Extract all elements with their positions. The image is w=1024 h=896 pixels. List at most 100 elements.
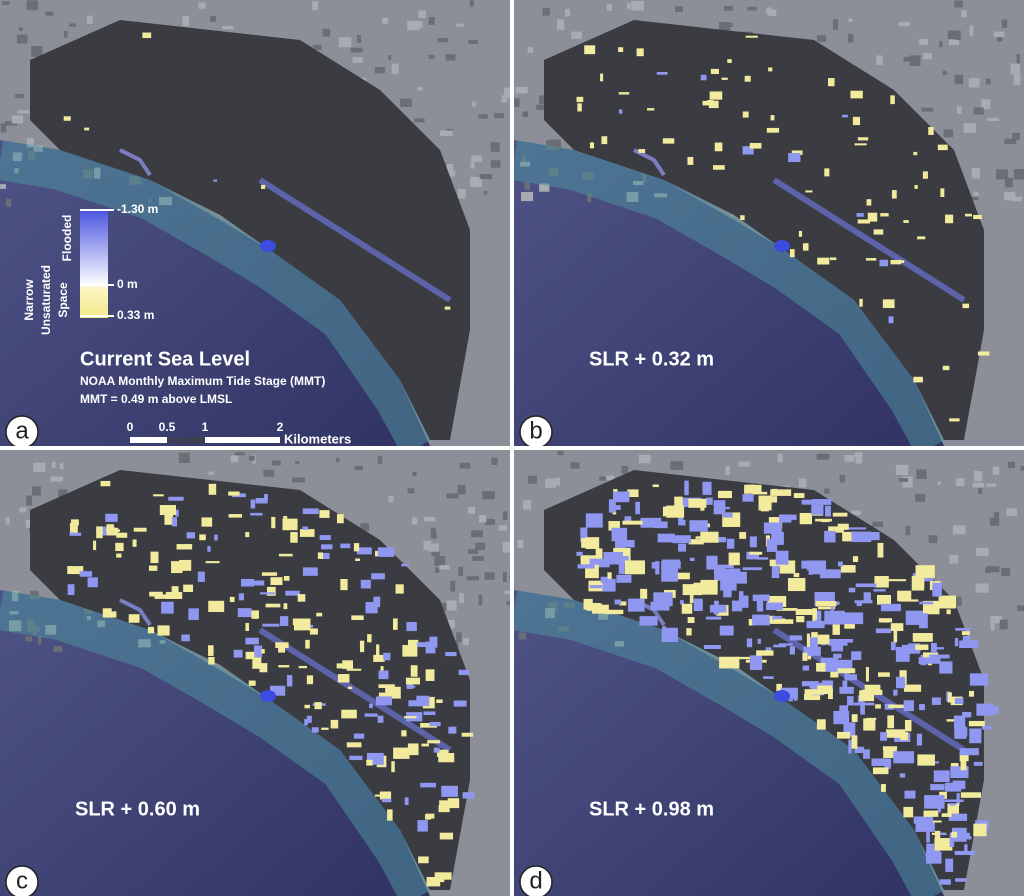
legend-unsaturated: Space [56, 282, 70, 318]
land-texture [249, 456, 255, 461]
flood-patch [700, 580, 717, 595]
flood-patch [771, 115, 775, 120]
land-texture [414, 118, 425, 122]
flood-patch [373, 655, 384, 662]
flood-patch [164, 514, 173, 524]
legend-unsaturated: Narrow [22, 279, 36, 321]
flood-patch [199, 534, 206, 540]
scale-tick: 2 [277, 420, 284, 434]
flood-patch [250, 513, 262, 516]
flood-patch [974, 762, 983, 766]
flood-patch [833, 513, 848, 517]
land-texture [491, 160, 501, 168]
flood-patch [587, 603, 601, 611]
flood-patch [747, 638, 752, 647]
panel-label: c [16, 867, 28, 894]
flood-patch [640, 589, 647, 599]
legend-label: 0.33 m [117, 308, 154, 322]
flood-patch [746, 36, 758, 38]
flood-patch [863, 749, 870, 759]
flood-patch [686, 628, 691, 635]
panel-title: Current Sea Level [80, 348, 250, 370]
flood-patch [970, 673, 988, 685]
land-texture [747, 7, 757, 11]
flood-patch [923, 171, 928, 178]
flood-patch [904, 791, 915, 799]
land-texture [675, 6, 683, 12]
scale-unit: Kilometers [284, 431, 351, 446]
land-texture [182, 16, 188, 26]
flood-patch [347, 669, 362, 671]
land-texture [639, 455, 651, 464]
land-texture [438, 38, 448, 42]
flood-patch [69, 533, 81, 536]
flood-patch [387, 809, 392, 820]
flood-patch [202, 517, 213, 526]
flood-patch [241, 579, 254, 587]
flood-patch [647, 108, 654, 110]
flood-patch [839, 687, 853, 694]
land-texture [491, 458, 497, 465]
land-texture [400, 98, 412, 106]
land-texture [69, 23, 76, 26]
flood-patch [916, 565, 935, 578]
flood-patch [947, 609, 951, 614]
flood-patch [961, 792, 981, 798]
flood-patch [727, 539, 734, 549]
land-texture [312, 1, 318, 10]
flood-patch [657, 72, 668, 75]
flood-patch [168, 497, 183, 501]
flood-patch [949, 418, 959, 421]
flood-patch [578, 564, 595, 568]
flood-patch [915, 822, 934, 832]
land-texture [388, 55, 391, 60]
flood-patch [441, 786, 458, 797]
flood-patch [840, 639, 853, 643]
flood-patch [788, 699, 793, 701]
land-texture [725, 466, 729, 475]
land-texture [923, 53, 932, 59]
land-texture [599, 476, 606, 480]
flood-patch [706, 556, 717, 570]
flood-patch [354, 543, 359, 551]
flood-patch [354, 734, 364, 739]
land-texture [15, 94, 24, 98]
land-texture [991, 622, 995, 630]
land-texture [231, 455, 239, 462]
flood-patch [852, 735, 858, 748]
flood-patch [865, 685, 881, 691]
flood-patch [875, 704, 881, 708]
land-texture [418, 87, 423, 91]
land-texture [899, 478, 908, 482]
land-texture [987, 566, 1000, 572]
scale-tick: 1 [202, 420, 209, 434]
flood-patch [859, 690, 874, 701]
flood-patch [405, 797, 409, 805]
flood-patch [609, 499, 616, 512]
flood-patch [919, 704, 925, 710]
flood-patch [859, 299, 862, 307]
flood-patch [841, 565, 856, 573]
land-texture [179, 453, 190, 463]
flood-patch [375, 795, 382, 797]
land-texture [458, 189, 466, 199]
flood-patch [134, 528, 147, 532]
flood-patch [935, 831, 940, 841]
flood-patch [619, 109, 622, 113]
land-texture [418, 10, 425, 18]
flood-patch [700, 532, 718, 543]
flood-patch [396, 584, 404, 593]
flood-patch [299, 666, 307, 668]
flood-patch [887, 715, 894, 728]
flood-patch [673, 535, 691, 543]
flood-patch [64, 116, 71, 120]
flood-patch [838, 524, 849, 530]
land-texture [27, 0, 38, 10]
land-texture [964, 123, 976, 133]
land-texture [554, 478, 560, 486]
flood-patch [788, 153, 800, 162]
flood-patch [694, 599, 703, 611]
flood-patch [157, 625, 169, 635]
flood-patch [320, 535, 331, 540]
flood-patch [802, 500, 823, 505]
